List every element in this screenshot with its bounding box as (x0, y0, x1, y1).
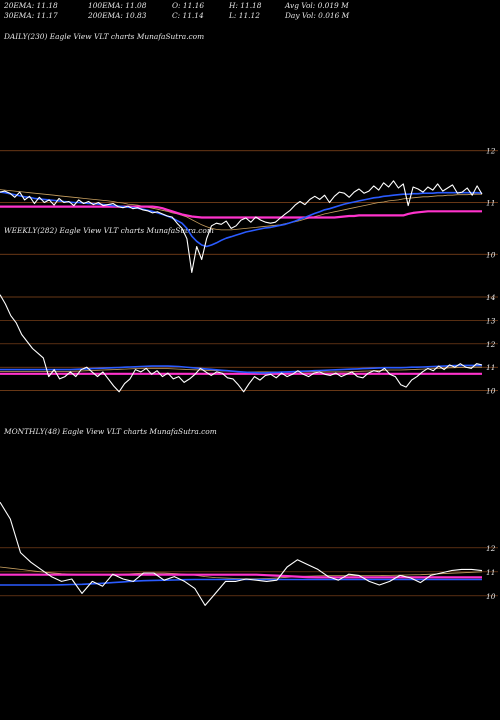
monthly-y-tick-label: 11 (486, 568, 495, 577)
monthly-panel-title: MONTHLY(48) Eagle View VLT charts Munafa… (4, 427, 217, 436)
header-close: C: 11.14 (172, 11, 204, 20)
daily-y-tick-label: 12 (486, 147, 496, 156)
weekly-y-tick-label: 11 (486, 363, 495, 372)
header-100ema: 100EMA: 11.08 (88, 1, 147, 10)
monthly-y-tick-label: 10 (486, 592, 496, 601)
daily-price-line (0, 180, 483, 273)
header-30ema: 30EMA: 11.17 (4, 11, 58, 20)
header-20ema: 20EMA: 11.18 (4, 1, 58, 10)
daily-ema-tan-line (0, 189, 482, 231)
header-avg-vol: Avg Vol: 0.019 M (285, 1, 349, 10)
monthly-ema-pink-line (0, 573, 482, 579)
daily-ema-blue-line (0, 191, 483, 248)
daily-y-tick-label: 10 (486, 250, 496, 259)
weekly-panel-title: WEEKLY(282) Eagle View VLT charts Munafa… (4, 226, 214, 235)
weekly-y-tick-label: 14 (486, 293, 496, 302)
weekly-y-tick-label: 12 (486, 340, 496, 349)
weekly-y-tick-label: 10 (486, 387, 496, 396)
header-open: O: 11.16 (172, 1, 205, 10)
daily-y-tick-label: 11 (486, 199, 495, 208)
header-day-vol: Day Vol: 0.016 M (285, 11, 350, 20)
header-low: L: 11.12 (229, 11, 260, 20)
header-200ema: 200EMA: 10.83 (88, 11, 147, 20)
monthly-y-tick-label: 12 (486, 544, 496, 553)
weekly-y-tick-label: 13 (486, 316, 496, 325)
monthly-price-line (0, 501, 483, 606)
daily-panel-title: DAILY(230) Eagle View VLT charts MunafaS… (4, 32, 205, 41)
daily-ema-pink-line (0, 205, 482, 219)
header-high: H: 11.18 (229, 1, 262, 10)
weekly-price-line (0, 294, 483, 393)
monthly-ema-blue-line (0, 578, 482, 586)
weekly-ema-blue-line (0, 364, 482, 374)
